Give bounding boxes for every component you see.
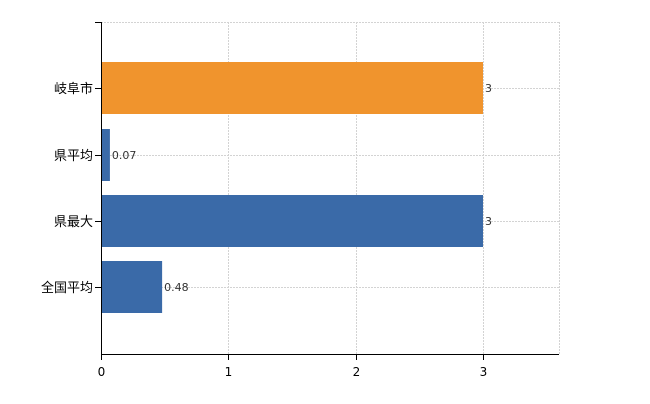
x-tick-label: 1	[225, 365, 233, 379]
data-label: 3	[485, 82, 492, 95]
bar	[101, 261, 163, 313]
category-label: 岐阜市	[54, 81, 93, 97]
x-tick-label: 2	[353, 365, 361, 379]
data-label: 0.48	[164, 281, 189, 294]
category-label: 県平均	[54, 149, 93, 164]
data-label: 3	[485, 215, 492, 228]
data-label: 0.07	[112, 149, 137, 162]
x-tick-label: 3	[480, 365, 488, 379]
bar	[101, 195, 483, 247]
category-label: 全国平均	[41, 280, 93, 296]
x-tick-label: 0	[98, 365, 106, 379]
bar	[101, 129, 110, 181]
bar	[101, 62, 483, 114]
category-label: 県最大	[54, 215, 93, 230]
